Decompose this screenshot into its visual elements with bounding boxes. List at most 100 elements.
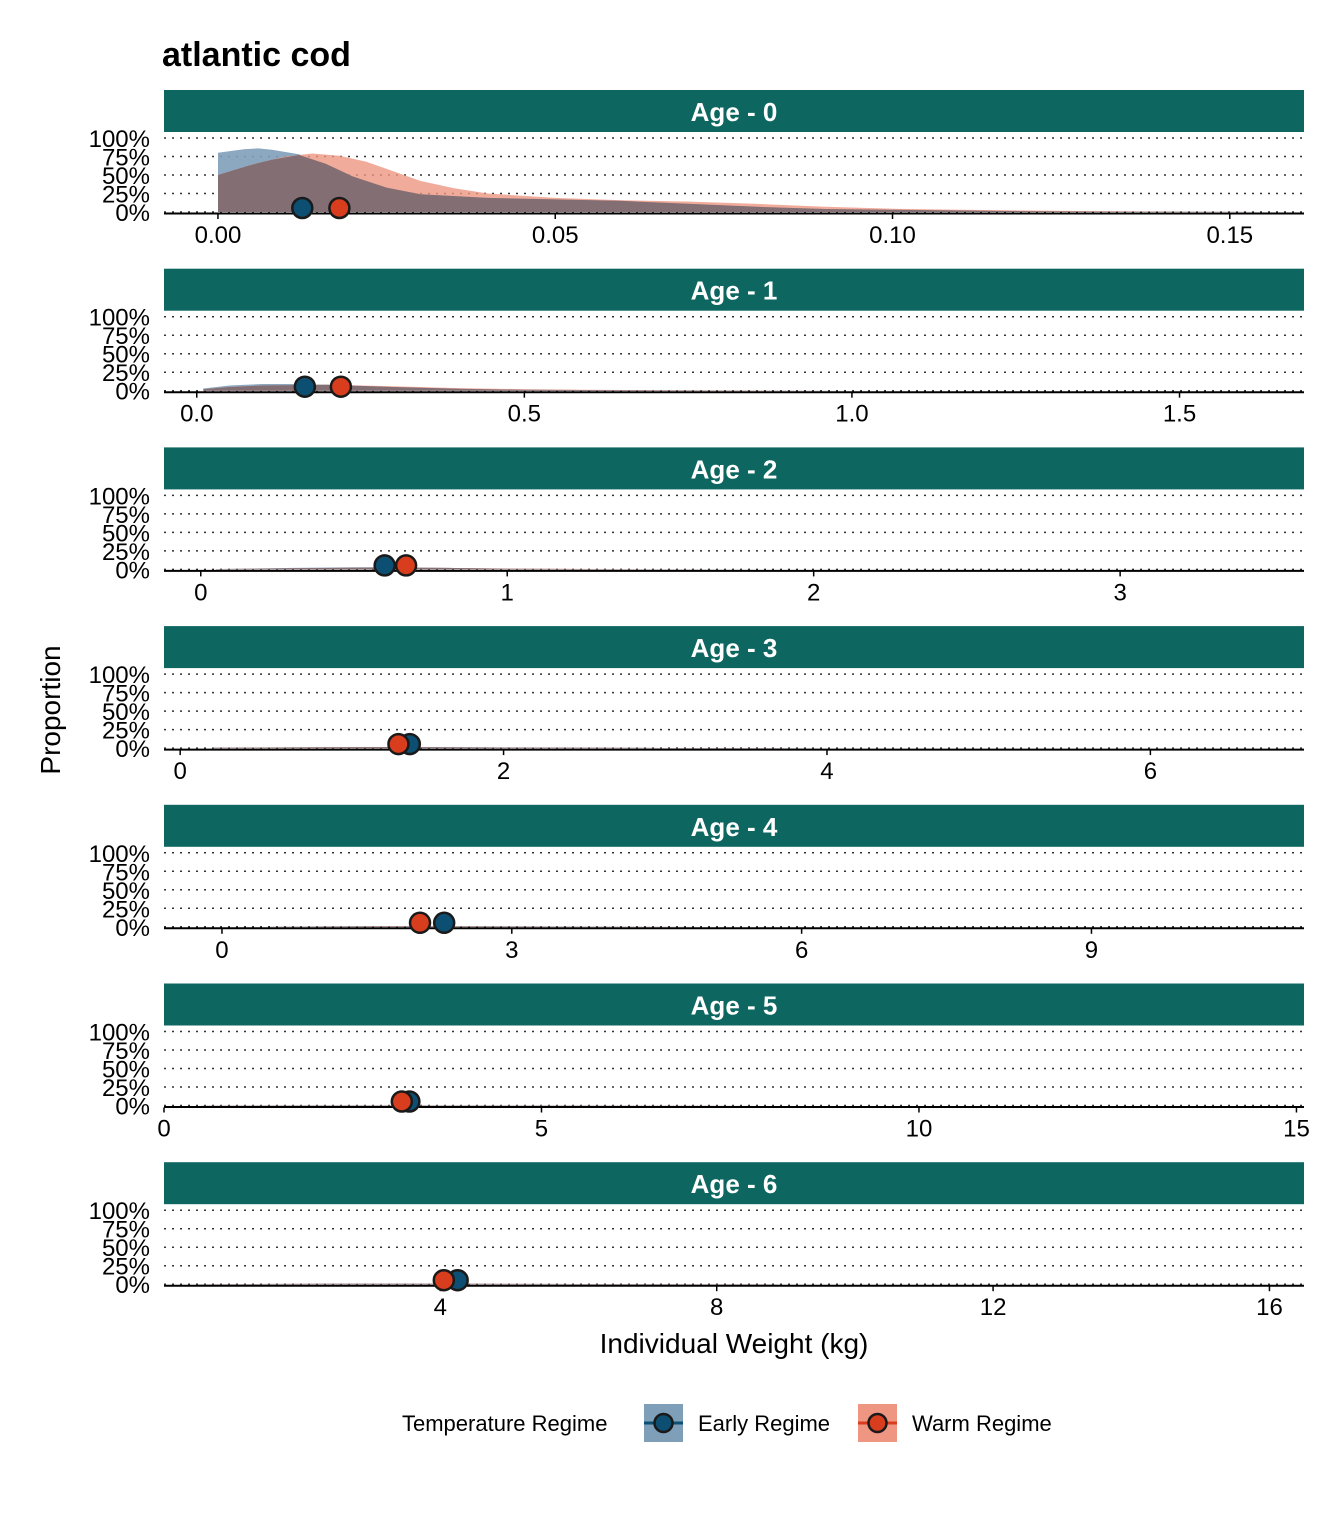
legend-key-point [867, 1412, 888, 1434]
density-overlap [216, 567, 814, 570]
y-tick-label: 75% [102, 859, 150, 886]
mean-point-warm [329, 375, 353, 398]
facet-strip-label: Age - 6 [691, 1169, 778, 1199]
y-tick-label: 100% [89, 483, 150, 510]
mean-point-early [373, 554, 396, 577]
y-tick-label: 0% [115, 200, 150, 227]
y-tick-label: 75% [102, 145, 150, 172]
x-tick-label: 10 [906, 1116, 933, 1143]
y-tick-label: 50% [102, 342, 150, 369]
legend-label-warm: Warm Regime [912, 1411, 1052, 1436]
facet-panel: Age - 6 0%25%50%75%100% 4 8 12 16 [89, 1162, 1304, 1321]
y-tick-label: 50% [102, 1057, 150, 1084]
chart-title: atlantic cod [162, 36, 351, 74]
y-tick-label: 75% [102, 1038, 150, 1065]
y-tick-label: 100% [89, 662, 150, 689]
facet-strip-label: Age - 2 [691, 454, 778, 484]
facet-panel: Age - 2 0%25%50%75%100% 0 1 2 3 [89, 447, 1304, 606]
x-tick-label: 0.05 [532, 222, 579, 249]
density-overlap [270, 926, 802, 927]
y-tick-label: 25% [102, 539, 150, 566]
facet-panel: Age - 1 0%25%50%75%100% 0.0 0.5 1.0 1.5 [89, 268, 1304, 428]
y-tick-label: 75% [102, 323, 150, 350]
facet-strip-label: Age - 4 [691, 812, 778, 842]
mean-point-early [293, 375, 317, 398]
y-tick-label: 75% [102, 502, 150, 529]
x-tick-label: 16 [1256, 1294, 1283, 1321]
x-tick-label: 5 [535, 1116, 548, 1143]
facet-panel: Age - 0 0%25%50%75%100% 0.00 0.05 0.10 0.15 [89, 90, 1304, 249]
y-tick-label: 25% [102, 1254, 150, 1281]
x-tick-label: 0.10 [869, 222, 916, 249]
facet-panel: Age - 3 0%25%50%75%100% 0 2 4 6 [89, 626, 1304, 785]
x-tick-label: 3 [1113, 579, 1126, 606]
facet-strip-label: Age - 1 [691, 276, 778, 306]
y-axis-title: Proportion [35, 645, 66, 774]
y-tick-label: 75% [102, 681, 150, 708]
x-tick-label: 0 [194, 579, 207, 606]
mean-point-warm [394, 554, 418, 577]
y-tick-label: 0% [115, 1094, 150, 1121]
y-tick-label: 25% [102, 718, 150, 745]
facet-strip [164, 1162, 1304, 1205]
facet-strip [164, 804, 1304, 847]
x-tick-label: 4 [434, 1294, 447, 1321]
facet-strip [164, 268, 1304, 311]
mean-point-warm [390, 1090, 414, 1113]
y-tick-label: 50% [102, 520, 150, 547]
legend-key-point [653, 1412, 674, 1434]
x-tick-label: 0.5 [508, 401, 541, 428]
legend: Temperature Regime Early Regime Warm Regim… [402, 1404, 1052, 1442]
density-overlap [203, 384, 852, 391]
y-tick-label: 100% [89, 126, 150, 153]
x-tick-label: 6 [795, 937, 808, 964]
mean-point-warm [328, 196, 351, 220]
mean-point-warm [387, 732, 410, 756]
x-tick-label: 3 [505, 937, 518, 964]
facet-strip [164, 447, 1304, 490]
x-tick-label: 4 [820, 758, 833, 785]
y-tick-label: 25% [102, 182, 150, 209]
y-tick-label: 0% [115, 915, 150, 942]
y-tick-label: 0% [115, 1272, 150, 1299]
facet-panel: Age - 4 0%25%50%75%100% 0 3 6 9 [89, 804, 1304, 964]
density-area-warm [218, 153, 1264, 212]
legend-title: Temperature Regime [402, 1411, 607, 1436]
facet-strip [164, 626, 1304, 669]
mean-point-early [432, 911, 456, 935]
x-tick-label: 0 [173, 758, 186, 785]
y-tick-label: 0% [115, 736, 150, 763]
y-tick-label: 25% [102, 360, 150, 387]
y-tick-label: 50% [102, 163, 150, 190]
y-tick-label: 50% [102, 1235, 150, 1262]
legend-label-early: Early Regime [698, 1411, 830, 1436]
facet-strip-label: Age - 3 [691, 633, 778, 663]
x-tick-label: 0.0 [180, 401, 213, 428]
y-tick-label: 50% [102, 699, 150, 726]
x-tick-label: 0 [157, 1116, 170, 1143]
x-tick-label: 0 [215, 937, 228, 964]
y-tick-label: 100% [89, 1020, 150, 1047]
facet-strip [164, 90, 1304, 132]
x-tick-label: 8 [710, 1294, 723, 1321]
x-tick-label: 0.00 [195, 222, 242, 249]
x-tick-label: 1.5 [1163, 401, 1196, 428]
x-tick-label: 9 [1085, 937, 1098, 964]
x-tick-label: 1 [501, 579, 514, 606]
density-overlap [212, 747, 827, 749]
x-tick-label: 0.15 [1206, 222, 1253, 249]
mean-point-warm [432, 1268, 456, 1292]
x-tick-label: 2 [807, 579, 820, 606]
density-overlap [218, 155, 1264, 212]
x-tick-label: 2 [497, 758, 510, 785]
facet-panels: Age - 00%25%50%75%100%0.00 0.05 0.10 0.15Ag… [89, 90, 1310, 1321]
facet-strip-label: Age - 5 [691, 991, 778, 1021]
y-tick-label: 25% [102, 896, 150, 923]
y-tick-label: 100% [89, 841, 150, 868]
y-tick-label: 50% [102, 878, 150, 905]
facet-panel: Age - 5 0%25%50%75%100% 0 5 10 15 [89, 983, 1310, 1143]
x-axis-title: Individual Weight (kg) [600, 1328, 869, 1359]
x-tick-label: 1.0 [835, 401, 868, 428]
x-tick-label: 12 [980, 1294, 1007, 1321]
